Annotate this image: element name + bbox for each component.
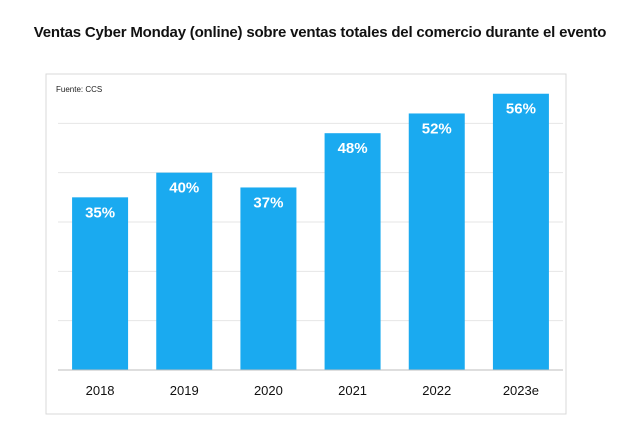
bar-value-label: 52% <box>422 120 452 137</box>
bar-2022 <box>408 113 465 370</box>
x-tick-label: 2019 <box>170 383 199 398</box>
x-tick-labels: 2018 2019 2020 2021 2022 2023e <box>86 383 539 398</box>
grid-lines <box>58 122 563 322</box>
bar-value-label: 35% <box>85 204 115 221</box>
bars: 35% 40% 37% 48% 52% 56% <box>72 93 549 370</box>
bar-value-label: 40% <box>169 180 199 197</box>
bar-2020 <box>240 187 297 370</box>
x-tick-label: 2018 <box>86 383 115 398</box>
bar-value-label: 48% <box>338 140 368 157</box>
plot-frame <box>45 73 567 415</box>
bar-2019 <box>156 172 213 370</box>
x-tick-label: 2020 <box>254 383 283 398</box>
x-tick-label: 2022 <box>422 383 451 398</box>
chart-title: Ventas Cyber Monday (online) sobre venta… <box>33 24 607 41</box>
x-tick-label: 2023e <box>503 383 539 398</box>
bar-value-label: 56% <box>506 101 536 118</box>
bar-2023e <box>492 93 549 370</box>
source-note: Fuente: CCS <box>56 85 102 94</box>
bar-2021 <box>324 133 381 370</box>
bar-value-label: 37% <box>253 194 283 211</box>
x-tick-label: 2021 <box>338 383 367 398</box>
bar-2018 <box>72 197 129 370</box>
